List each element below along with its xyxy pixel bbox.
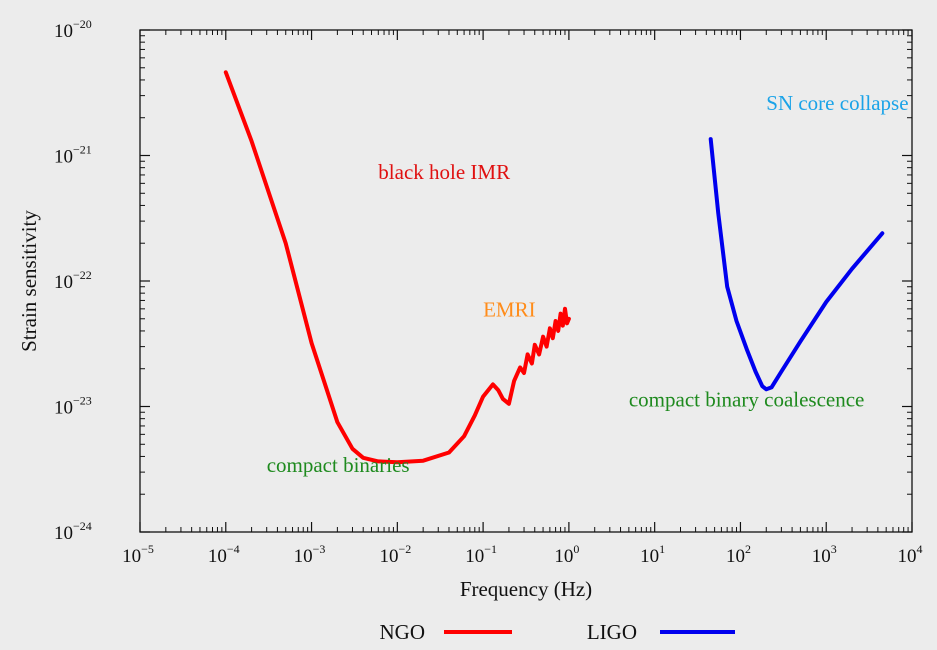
annotation: EMRI bbox=[483, 298, 536, 322]
major-ticks bbox=[139, 29, 913, 533]
series-layer bbox=[223, 70, 885, 465]
x-axis-label: Frequency (Hz) bbox=[460, 577, 592, 601]
x-tick-label: 10−5 bbox=[122, 542, 154, 567]
legend: NGO LIGO bbox=[380, 620, 735, 644]
y-tick-label: 10−21 bbox=[54, 143, 92, 168]
y-tick-label: 10−22 bbox=[54, 268, 92, 293]
x-tick-label: 101 bbox=[640, 542, 665, 567]
x-tick-label: 10−4 bbox=[208, 542, 240, 567]
y-tick-label: 10−24 bbox=[54, 519, 92, 544]
y-tick-label: 10−23 bbox=[54, 394, 92, 419]
annotation: black hole IMR bbox=[378, 160, 510, 184]
annotation: SN core collapse bbox=[766, 91, 908, 115]
y-axis-label: Strain sensitivity bbox=[17, 210, 41, 352]
series-line-ngo bbox=[223, 70, 571, 465]
x-tick-label: 103 bbox=[812, 542, 837, 567]
x-tick-label: 104 bbox=[898, 542, 923, 567]
annotations: black hole IMR EMRI SN core collapse compac… bbox=[267, 91, 909, 477]
legend-label-ligo: LIGO bbox=[587, 620, 637, 644]
x-tick-labels: 10−5 10−4 10−3 10−2 10−1 100 101 102 103 104 bbox=[122, 542, 922, 567]
series-line-ligo bbox=[708, 137, 885, 392]
y-tick-labels: 10−24 10−23 10−22 10−21 10−20 bbox=[54, 17, 92, 544]
x-tick-label: 10−3 bbox=[294, 542, 326, 567]
x-tick-label: 10−2 bbox=[379, 542, 411, 567]
minor-ticks bbox=[140, 30, 912, 532]
x-tick-label: 100 bbox=[554, 542, 579, 567]
annotation: compact binary coalescence bbox=[629, 388, 865, 412]
x-tick-label: 102 bbox=[726, 542, 751, 567]
y-tick-label: 10−20 bbox=[54, 17, 92, 42]
annotation: compact binaries bbox=[267, 453, 410, 477]
legend-label-ngo: NGO bbox=[380, 620, 426, 644]
x-tick-label: 10−1 bbox=[465, 542, 497, 567]
